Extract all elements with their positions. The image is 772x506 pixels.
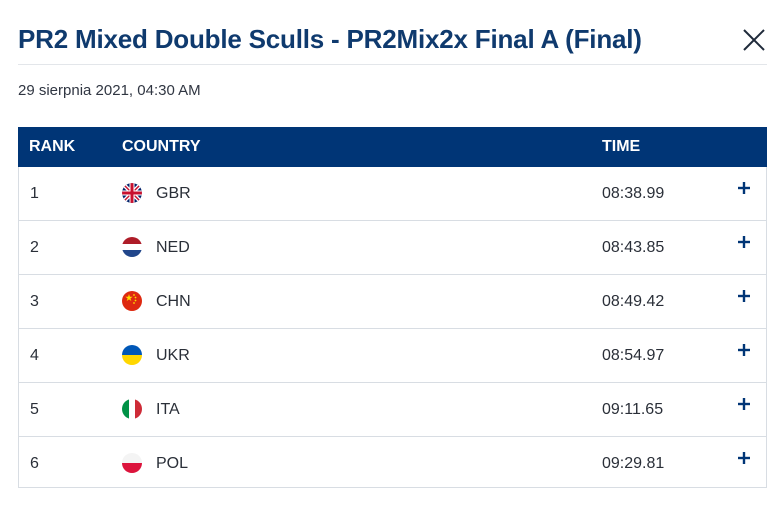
time-cell: 09:11.65	[602, 401, 664, 418]
pol-flag-icon	[122, 453, 142, 473]
gbr-flag-icon	[122, 183, 142, 203]
rank-cell: 5	[30, 401, 39, 418]
results-table: RANK COUNTRY TIME 1 GBR 08:38.99	[18, 127, 767, 488]
rank-cell: 3	[30, 293, 39, 310]
rank-cell: 6	[30, 455, 39, 472]
table-row[interactable]: 5 ITA 09:11.65	[19, 383, 766, 437]
country-cell: POL	[156, 455, 189, 472]
column-rank: RANK	[29, 138, 76, 155]
table-row[interactable]: 1 GBR 08:38.99	[19, 167, 766, 221]
expand-plus-icon[interactable]	[735, 287, 753, 305]
rank-cell: 2	[30, 239, 39, 256]
time-cell: 08:49.42	[602, 293, 665, 310]
table-row[interactable]: 2 NED 08:43.85	[19, 221, 766, 275]
expand-plus-icon[interactable]	[735, 395, 753, 413]
time-cell: 09:29.81	[602, 455, 665, 472]
rank-cell: 1	[30, 185, 39, 202]
column-time: TIME	[602, 138, 641, 155]
table-row[interactable]: 3 CHN 08:49.42	[19, 275, 766, 329]
chn-flag-icon	[122, 291, 142, 311]
table-row[interactable]: 4 UKR 08:54.97	[19, 329, 766, 383]
country-cell: UKR	[156, 347, 190, 364]
expand-plus-icon[interactable]	[735, 233, 753, 251]
expand-plus-icon[interactable]	[735, 341, 753, 359]
rank-cell: 4	[30, 347, 39, 364]
event-date: 29 sierpnia 2021, 04:30 AM	[18, 82, 201, 99]
ned-flag-icon	[122, 237, 142, 257]
expand-plus-icon[interactable]	[735, 179, 753, 197]
country-cell: CHN	[156, 293, 191, 310]
column-country: COUNTRY	[122, 138, 201, 155]
page-title: PR2 Mixed Double Sculls - PR2Mix2x Final…	[18, 24, 642, 54]
time-cell: 08:54.97	[602, 347, 665, 364]
time-cell: 08:38.99	[602, 185, 665, 202]
country-cell: NED	[156, 239, 190, 256]
title-divider	[18, 64, 767, 65]
country-cell: ITA	[156, 401, 180, 418]
table-header: RANK COUNTRY TIME	[18, 127, 767, 167]
table-row[interactable]: 6 POL 09:29.81	[19, 437, 766, 491]
country-cell: GBR	[156, 185, 191, 202]
close-icon[interactable]	[740, 26, 768, 54]
expand-plus-icon[interactable]	[735, 449, 753, 467]
ita-flag-icon	[122, 399, 142, 419]
time-cell: 08:43.85	[602, 239, 665, 256]
ukr-flag-icon	[122, 345, 142, 365]
